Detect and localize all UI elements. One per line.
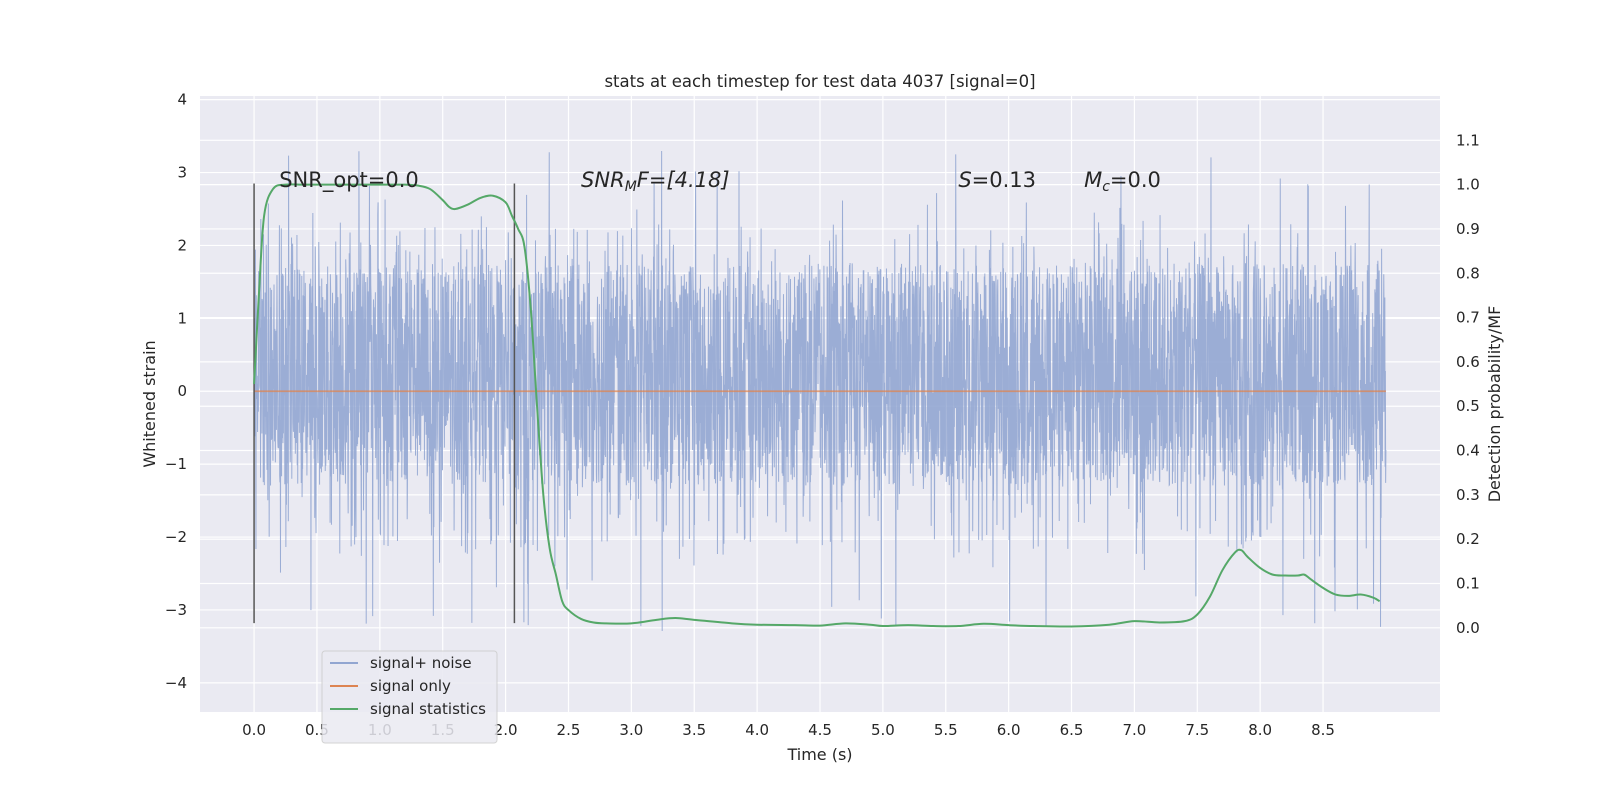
y-axis-label: Whitened strain [140, 340, 159, 467]
legend-label-signal-only: signal only [370, 677, 451, 695]
y-tick-label: 4 [177, 91, 187, 109]
x-tick-label: 7.0 [1122, 721, 1146, 739]
y2-tick-label: 1.0 [1456, 176, 1480, 194]
annotation-mc-sub: c [1102, 179, 1110, 195]
y-tick-label: 2 [177, 236, 187, 254]
x-tick-label: 6.0 [997, 721, 1021, 739]
y2-tick-label: 0.0 [1456, 619, 1480, 637]
x-tick-label: 8.0 [1248, 721, 1272, 739]
series-signal-noise [253, 151, 1387, 631]
x-axis-label: Time (s) [786, 745, 852, 764]
x-tick-label: 2.5 [557, 721, 581, 739]
legend-label-signal-statistics: signal statistics [370, 700, 486, 718]
y2-tick-label: 0.3 [1456, 486, 1480, 504]
y2-tick-labels: 0.0 0.1 0.2 0.3 0.4 0.5 0.6 0.7 0.8 0.9 1.0 1.1 [1456, 131, 1480, 636]
x-tick-label: 3.5 [682, 721, 706, 739]
y2-tick-label: 1.1 [1456, 131, 1480, 149]
y-tick-label: −1 [165, 455, 187, 473]
legend-box [321, 650, 498, 744]
y2-axis-label: Detection probability/MF [1485, 306, 1504, 503]
y2-tick-label: 0.4 [1456, 442, 1480, 460]
y2-tick-label: 0.9 [1456, 220, 1480, 238]
annotation-snr-mf: SNRMF=[4.18] [581, 168, 730, 195]
x-tick-label: 5.5 [934, 721, 958, 739]
x-tick-label: 8.5 [1311, 721, 1335, 739]
annotation-snr-mf-main: SNR [581, 168, 625, 192]
y-tick-labels: −4 −3 −2 −1 0 1 2 3 4 [165, 91, 187, 692]
y2-tick-label: 0.2 [1456, 530, 1480, 548]
y2-tick-label: 0.7 [1456, 309, 1480, 327]
x-tick-label: 7.5 [1185, 721, 1209, 739]
y-tick-label: −4 [165, 674, 187, 692]
x-tick-label: 2.0 [494, 721, 518, 739]
legend-label-signal-noise: signal+ noise [370, 654, 472, 672]
y2-tick-label: 0.5 [1456, 397, 1480, 415]
y2-tick-label: 0.6 [1456, 353, 1480, 371]
y-tick-label: 0 [177, 382, 187, 400]
y2-tick-label: 0.8 [1456, 264, 1480, 282]
annotation-s-main: S [958, 168, 971, 192]
annotation-snr-mf-value: F=[4.18] [637, 168, 730, 192]
annotation-s: S=0.13 [958, 168, 1036, 192]
annotation-mc-main: M [1084, 168, 1102, 192]
chart-title: stats at each timestep for test data 403… [604, 72, 1035, 91]
annotation-mc-value: =0.0 [1110, 168, 1161, 192]
annotation-snr-opt: SNR_opt=0.0 [279, 168, 419, 193]
x-tick-label: 4.5 [808, 721, 832, 739]
y-tick-label: 1 [177, 309, 187, 327]
legend: signal+ noise signal only signal statist… [321, 650, 498, 744]
y2-tick-label: 0.1 [1456, 574, 1480, 592]
series-signal-statistics [253, 183, 1381, 628]
annotation-s-value: =0.13 [972, 168, 1036, 192]
signal-noise-line [253, 151, 1387, 631]
x-tick-label: 4.0 [745, 721, 769, 739]
x-tick-label: 0.0 [242, 721, 266, 739]
x-tick-label: 3.0 [619, 721, 643, 739]
x-tick-label: 5.0 [871, 721, 895, 739]
annotation-mc: Mc=0.0 [1084, 168, 1161, 195]
window-markers [253, 183, 516, 624]
y-tick-label: −3 [165, 601, 187, 619]
y-tick-label: 3 [177, 164, 187, 182]
signal-statistics-line [253, 183, 1381, 628]
x-tick-label: 6.5 [1060, 721, 1084, 739]
annotation-snr-mf-sub: M [625, 179, 637, 195]
y-tick-label: −2 [165, 528, 187, 546]
